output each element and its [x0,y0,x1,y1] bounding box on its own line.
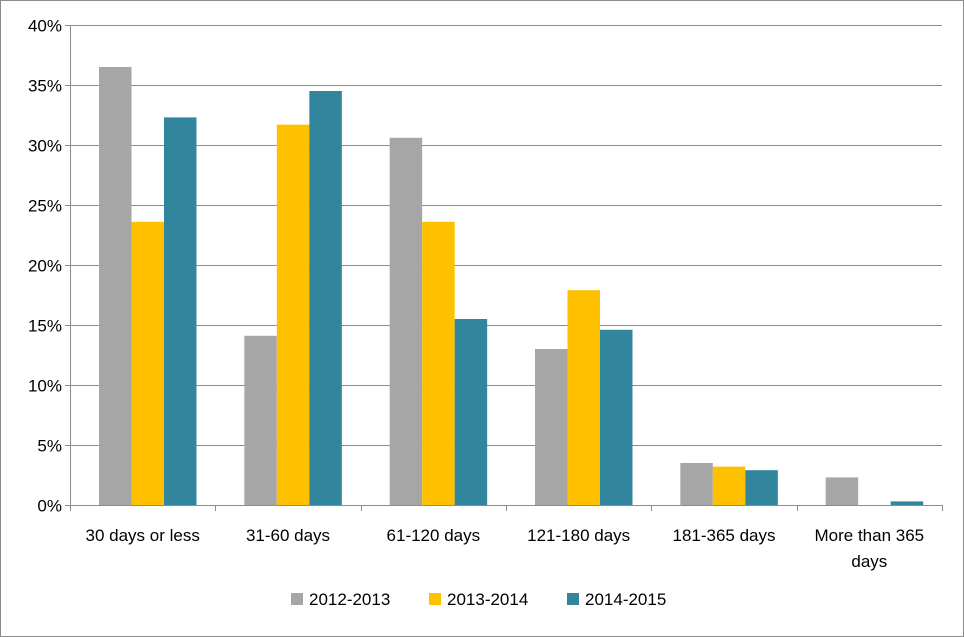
axes [65,25,943,511]
legend-swatch [567,593,579,605]
x-axis-category-labels: 30 days or less 31-60 days 61-120 days 121-… [85,526,924,571]
y-tick-label: 35% [28,77,62,96]
bar-2013-2014 [276,124,310,505]
y-axis-tick-labels: 0% 5% 10% 15% 20% 25% 30% 35% 40% [28,17,62,516]
legend-swatch [291,593,303,605]
bar-2013-2014 [712,466,746,505]
bar-2012-2013 [99,67,132,505]
gridlines [70,25,942,446]
legend-label: 2012-2013 [309,590,390,609]
y-tick-label: 15% [28,317,62,336]
x-category-label: days [851,552,887,571]
y-tick-label: 10% [28,377,62,396]
legend-swatch [429,593,441,605]
x-category-label: More than 365 [815,526,925,545]
legend-label: 2014-2015 [585,590,666,609]
y-tick-label: 40% [28,17,62,36]
bar-2013-2014 [131,221,164,506]
bar-2014-2015 [164,117,197,506]
x-category-label: 30 days or less [85,526,199,545]
bar-2014-2015 [890,501,924,505]
y-tick-label: 5% [37,437,62,456]
x-category-label: 181-365 days [672,526,775,545]
y-tick-label: 20% [28,257,62,276]
bar-2012-2013 [389,137,423,506]
bar-2012-2013 [244,335,277,505]
bar-2014-2015 [309,91,342,505]
x-category-label: 61-120 days [387,526,481,545]
bar-2014-2015 [454,319,488,505]
bar-2012-2013 [535,349,568,505]
bar-2012-2013 [825,477,859,505]
x-category-label: 31-60 days [246,526,330,545]
bar-2014-2015 [745,470,778,505]
legend-label: 2013-2014 [447,590,528,609]
legend: 2012-2013 2013-2014 2014-2015 [291,590,666,609]
y-tick-label: 25% [28,197,62,216]
y-tick-label: 0% [37,497,62,516]
bar-2014-2015 [600,329,633,505]
x-category-label: 121-180 days [527,526,630,545]
y-tick-label: 30% [28,137,62,156]
bar-2013-2014 [422,221,455,506]
bar-2012-2013 [680,463,713,505]
bar-2013-2014 [567,290,600,505]
bars [99,67,924,506]
